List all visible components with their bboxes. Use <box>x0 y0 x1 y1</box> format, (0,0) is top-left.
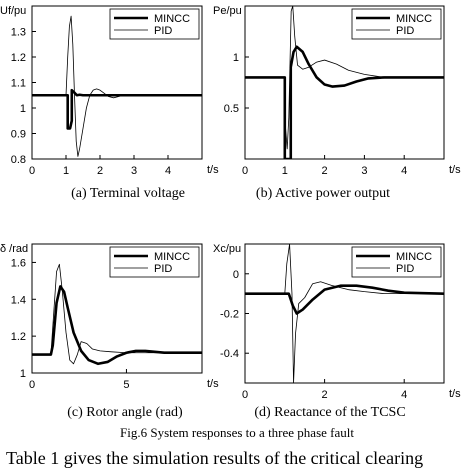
series-line-pid <box>245 244 444 383</box>
x-tick-label: 0 <box>242 165 248 177</box>
series-line-mincc <box>245 45 444 159</box>
legend-label-pid: PID <box>154 25 172 37</box>
series-group <box>32 263 202 366</box>
y-tick-label: 0.9 <box>11 129 26 141</box>
series-line-pid <box>32 263 202 365</box>
series-line-mincc <box>245 284 444 315</box>
x-tick-label: 4 <box>165 165 171 177</box>
series-group <box>32 15 202 157</box>
following-body-text: Table 1 gives the simulation results of … <box>6 448 424 468</box>
y-tick-label: 0.5 <box>224 103 239 115</box>
y-tick-label: 1.1 <box>11 78 26 90</box>
x-tick-label: 0 <box>29 165 35 177</box>
series-line-mincc <box>32 88 202 130</box>
panel-caption: (a) Terminal voltage <box>71 186 185 201</box>
x-tick-label: 4 <box>401 389 407 401</box>
y-tick-label: 1.4 <box>11 294 26 306</box>
y-tick-label: 1 <box>233 52 239 64</box>
legend-box <box>351 246 442 278</box>
legend-box <box>109 8 200 40</box>
legend-label-pid: PID <box>154 263 172 275</box>
y-tick-label: 1.3 <box>11 27 26 39</box>
legend-label-pid: PID <box>396 25 414 37</box>
x-axis-label: t/s <box>207 164 219 176</box>
legend-box <box>109 246 200 278</box>
x-tick-label: 3 <box>131 165 137 177</box>
panel-caption: (b) Active power output <box>256 186 390 201</box>
y-tick-label: 0.8 <box>11 154 26 166</box>
panel-caption: (d) Reactance of the TCSC <box>254 405 405 420</box>
x-tick-label: 1 <box>63 165 69 177</box>
y-axis-label: Pe/pu <box>213 5 242 17</box>
legend-label-mincc: MINCC <box>396 251 432 263</box>
legend-label-mincc: MINCC <box>396 13 432 25</box>
series-line-mincc <box>32 285 202 366</box>
series-group <box>245 244 444 383</box>
x-tick-label: 0 <box>242 389 248 401</box>
x-tick-label: 3 <box>361 165 367 177</box>
x-axis-label: t/s <box>449 388 461 400</box>
legend-label-mincc: MINCC <box>154 251 190 263</box>
series-group <box>245 6 444 159</box>
x-tick-label: 1 <box>282 165 288 177</box>
plot-frame <box>31 243 203 374</box>
y-tick-label: 1.2 <box>11 52 26 64</box>
y-tick-label: -0.2 <box>220 309 239 321</box>
x-tick-label: 2 <box>97 165 103 177</box>
series-line-pid <box>245 6 444 150</box>
legend-label-mincc: MINCC <box>154 13 190 25</box>
y-tick-label: 1.6 <box>11 257 26 269</box>
figure-caption: Fig.6 System responses to a three phase … <box>120 425 354 440</box>
y-tick-label: 1.2 <box>11 331 26 343</box>
y-axis-label: δ /rad <box>0 243 28 255</box>
y-tick-label: 1 <box>20 368 26 380</box>
x-tick-label: 0 <box>29 379 35 391</box>
y-axis-label: Uf/pu <box>0 5 26 17</box>
plot-frame <box>244 5 445 160</box>
panel-caption: (c) Rotor angle (rad) <box>67 405 183 420</box>
legend-label-pid: PID <box>396 263 414 275</box>
x-tick-label: 2 <box>322 389 328 401</box>
y-tick-label: 0 <box>233 269 239 281</box>
x-axis-label: t/s <box>207 378 219 390</box>
x-axis-label: t/s <box>449 164 461 176</box>
x-tick-label: 2 <box>322 165 328 177</box>
y-axis-label: Xc/pu <box>213 243 241 255</box>
legend-box <box>351 8 442 40</box>
y-tick-label: -0.4 <box>220 348 239 360</box>
y-tick-label: 1 <box>20 103 26 115</box>
x-tick-label: 4 <box>401 165 407 177</box>
x-tick-label: 5 <box>123 379 129 391</box>
